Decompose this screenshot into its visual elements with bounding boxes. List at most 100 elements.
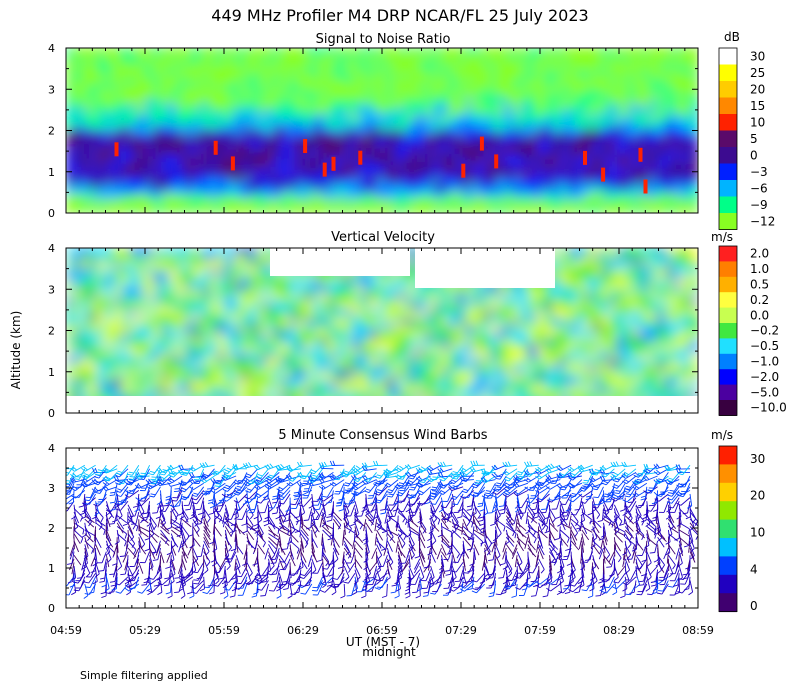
snr-cell (177, 202, 187, 209)
snr-cell (665, 162, 675, 169)
snr-cell (66, 137, 75, 144)
snr-cell (401, 107, 411, 114)
snr-cell (481, 122, 491, 129)
snr-cell (265, 57, 275, 64)
snr-cell (497, 152, 507, 159)
vv-cell (601, 387, 611, 394)
vv-cell (561, 342, 571, 349)
vv-cell (73, 307, 83, 314)
snr-cell (577, 107, 587, 114)
snr-cell (569, 162, 579, 169)
vv-cell (305, 282, 315, 289)
vv-cell (473, 382, 483, 389)
vv-cell (241, 272, 251, 279)
vv-cell (497, 307, 507, 314)
vv-cell (137, 362, 147, 369)
snr-cell (577, 157, 587, 164)
snr-cell (129, 57, 139, 64)
snr-cell (249, 117, 259, 124)
snr-cell (377, 97, 387, 104)
snr-cell (305, 147, 315, 154)
snr-cell (313, 102, 323, 109)
vv-cell (193, 287, 203, 294)
snr-cell (433, 77, 443, 84)
vv-cell (161, 272, 171, 279)
vv-cell (105, 317, 115, 324)
snr-cell (569, 187, 579, 194)
vv-cell (81, 342, 91, 349)
snr-cell (681, 62, 691, 69)
vv-cell (177, 292, 187, 299)
snr-cell (481, 107, 491, 114)
vv-cell (153, 337, 163, 344)
snr-cell (609, 202, 619, 209)
vv-cell (265, 292, 275, 299)
vv-cell (225, 267, 235, 274)
snr-cell (497, 57, 507, 64)
snr-cell (329, 142, 339, 149)
snr-cell (241, 177, 251, 184)
vv-cell (121, 362, 131, 369)
snr-cell (425, 172, 435, 179)
snr-cell (609, 87, 619, 94)
vv-cell (569, 252, 579, 259)
vv-cell (289, 297, 299, 304)
vv-cell (449, 292, 459, 299)
vv-cell (281, 367, 291, 374)
snr-cell (289, 172, 299, 179)
snr-cell (433, 187, 443, 194)
vv-cell (553, 257, 563, 264)
snr-cell (625, 202, 635, 209)
snr-cell (609, 92, 619, 99)
snr-cell (633, 48, 643, 54)
snr-cell (465, 57, 475, 64)
snr-cell (657, 207, 667, 213)
vv-cell (129, 277, 139, 284)
snr-cell (521, 192, 531, 199)
snr-cell (185, 67, 195, 74)
snr-cell (633, 162, 643, 169)
snr-cell (313, 162, 323, 169)
vv-cell (209, 352, 219, 359)
vv-cell (497, 377, 507, 384)
vv-cell (409, 342, 419, 349)
vv-cell (401, 312, 411, 319)
y-tick-label: 0 (48, 207, 55, 220)
snr-cell (281, 112, 291, 119)
snr-cell (137, 167, 147, 174)
snr-cell (297, 122, 307, 129)
snr-cell (681, 82, 691, 89)
snr-cell (337, 122, 347, 129)
vv-cell (81, 297, 91, 304)
vv-cell (129, 248, 139, 254)
snr-cell (417, 137, 427, 144)
snr-cell (417, 52, 427, 59)
vv-cell (257, 392, 267, 399)
snr-cell (465, 187, 475, 194)
snr-cell (105, 102, 115, 109)
snr-cell (665, 177, 675, 184)
vv-cell (577, 248, 587, 254)
snr-cell (289, 107, 299, 114)
vv-cell (457, 382, 467, 389)
snr-cell (649, 127, 659, 134)
vv-cell (361, 357, 371, 364)
vv-cell (369, 342, 379, 349)
snr-cell (353, 77, 363, 84)
snr-cell (465, 102, 475, 109)
snr-cell (257, 112, 267, 119)
vv-cell (153, 287, 163, 294)
vv-cell (409, 322, 419, 329)
snr-cell (377, 82, 387, 89)
snr-cell (97, 77, 107, 84)
vv-cell (129, 292, 139, 299)
vv-cell (257, 272, 267, 279)
snr-cell (193, 77, 203, 84)
vv-cell (353, 357, 363, 364)
vv-cell (185, 332, 195, 339)
vv-cell (185, 387, 195, 394)
snr-cell (449, 167, 459, 174)
snr-cell (209, 127, 219, 134)
snr-cell (121, 92, 131, 99)
vv-cell (489, 297, 499, 304)
